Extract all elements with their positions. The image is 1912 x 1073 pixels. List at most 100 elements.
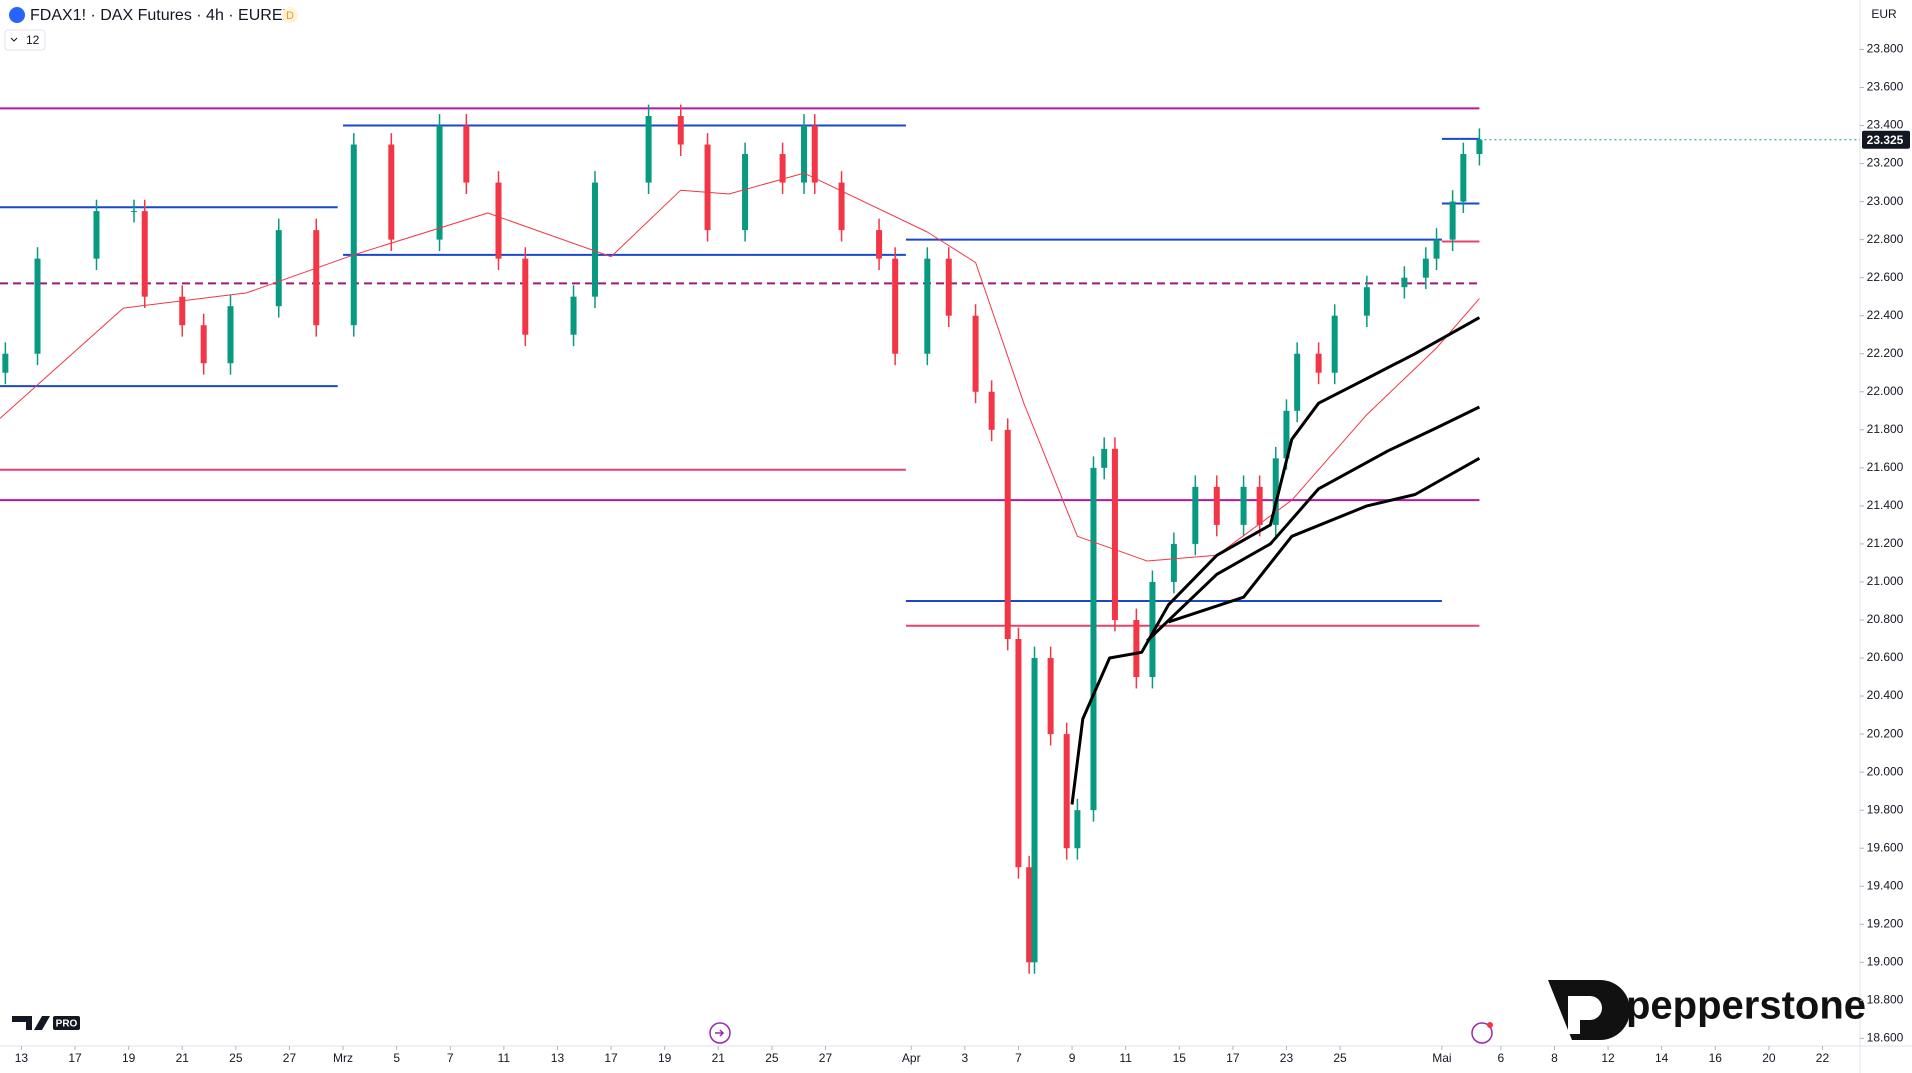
x-tick-label: 12 xyxy=(1601,1051,1615,1065)
x-tick-label: 11 xyxy=(498,1051,511,1065)
x-tick-label: 17 xyxy=(1226,1051,1240,1065)
candle-body xyxy=(179,296,186,326)
candle-body xyxy=(570,296,577,335)
candle-body xyxy=(1240,486,1247,525)
indicator-line xyxy=(1168,456,1481,624)
x-tick-label: 17 xyxy=(68,1051,82,1065)
candle-body xyxy=(972,315,979,392)
y-tick-label: 18.800 xyxy=(1867,993,1904,1007)
y-tick-label: 19.400 xyxy=(1867,878,1904,892)
y-tick-label: 19.600 xyxy=(1867,840,1904,854)
symbol-icon[interactable] xyxy=(9,7,25,23)
interval-badge: D xyxy=(286,10,294,22)
x-tick-label: Mrz xyxy=(333,1051,353,1065)
y-tick-label: 21.400 xyxy=(1867,498,1904,512)
y-tick-label: 19.800 xyxy=(1867,802,1904,816)
candle-body xyxy=(1074,810,1081,849)
y-tick-label: 19.200 xyxy=(1867,916,1904,930)
candle-body xyxy=(34,258,41,354)
candle-body xyxy=(1476,139,1483,155)
x-tick-label: 7 xyxy=(447,1051,454,1065)
candle-body xyxy=(1401,277,1408,288)
x-tick-label: 16 xyxy=(1709,1051,1723,1065)
candle-body xyxy=(522,258,529,335)
alert-icon[interactable] xyxy=(1471,1022,1493,1044)
candle-body xyxy=(1101,448,1108,468)
y-tick-label: 22.200 xyxy=(1867,346,1904,360)
candle-body xyxy=(313,230,320,326)
candle-body xyxy=(1192,486,1199,544)
candle-body xyxy=(227,306,234,364)
y-tick-label: 23.000 xyxy=(1867,194,1904,208)
candle-body xyxy=(436,125,443,240)
candle-body xyxy=(945,258,952,316)
symbol-title[interactable]: FDAX1! · DAX Futures · 4h · EUREX xyxy=(30,7,294,24)
y-tick-label: 21.200 xyxy=(1867,536,1904,550)
tv-mark xyxy=(12,1016,50,1030)
indicator-count[interactable]: 12 xyxy=(26,33,40,47)
watermark-p xyxy=(1568,996,1602,1034)
x-tick-label: 25 xyxy=(765,1051,779,1065)
x-tick-label: 25 xyxy=(229,1051,243,1065)
candle-body xyxy=(1149,581,1156,678)
candle-body xyxy=(1449,201,1456,240)
y-tick-label: 20.400 xyxy=(1867,688,1904,702)
badge-circle xyxy=(282,7,298,23)
candle-body xyxy=(1213,486,1220,525)
candle-body xyxy=(1256,486,1263,525)
replay-arrow xyxy=(715,1029,725,1037)
candle-body xyxy=(1331,315,1338,373)
indicator-toggle[interactable] xyxy=(4,29,46,51)
y-tick-label: 21.600 xyxy=(1867,460,1904,474)
x-tick-label: 3 xyxy=(961,1051,968,1065)
candle-body xyxy=(677,116,684,145)
candle-body xyxy=(200,325,207,364)
watermark-text: pepperstone xyxy=(1626,984,1866,1028)
replay-icon[interactable] xyxy=(709,1022,731,1044)
x-tick-label: 25 xyxy=(1333,1051,1347,1065)
candle-body xyxy=(495,182,502,259)
candle-body xyxy=(1111,448,1118,620)
candle-body xyxy=(779,154,786,183)
y-tick-label: 22.600 xyxy=(1867,270,1904,284)
indicator-line xyxy=(1070,316,1481,805)
y-tick-label: 23.600 xyxy=(1867,80,1904,94)
x-tick-label: 21 xyxy=(712,1051,726,1065)
y-tick-label: 23.200 xyxy=(1867,156,1904,170)
x-tick-label: 13 xyxy=(15,1051,29,1065)
candle-body xyxy=(350,144,357,326)
candle-body xyxy=(1004,429,1011,640)
x-tick-label: Mai xyxy=(1432,1051,1451,1065)
pro-box xyxy=(53,1016,80,1030)
x-tick-label: 23 xyxy=(1280,1051,1294,1065)
candle-body xyxy=(1170,543,1177,582)
y-tick-label: 22.400 xyxy=(1867,308,1904,322)
x-tick-label: 20 xyxy=(1762,1051,1776,1065)
y-tick-label: 20.000 xyxy=(1867,764,1904,778)
last-price-label: 23.325 xyxy=(1867,133,1904,147)
y-tick-label: 20.800 xyxy=(1867,612,1904,626)
candle-body xyxy=(275,230,282,307)
candle-body xyxy=(704,144,711,231)
candle-body xyxy=(93,211,100,259)
x-tick-label: 15 xyxy=(1173,1051,1187,1065)
candle-body xyxy=(1272,458,1279,525)
pro-text: PRO xyxy=(56,1019,78,1030)
x-tick-label: 8 xyxy=(1551,1051,1558,1065)
x-tick-label: 27 xyxy=(819,1051,833,1065)
x-tick-label: 7 xyxy=(1015,1051,1022,1065)
candle-body xyxy=(591,182,598,297)
x-tick-label: 27 xyxy=(283,1051,297,1065)
candle-body xyxy=(388,144,395,240)
x-tick-label: 21 xyxy=(176,1051,190,1065)
currency[interactable]: EUR xyxy=(1871,7,1897,21)
y-tick-label: 21.000 xyxy=(1867,574,1904,588)
candle-body xyxy=(463,125,470,183)
candle-body xyxy=(838,182,845,231)
candle-body xyxy=(801,125,808,183)
candle-body xyxy=(811,125,818,183)
candle-body xyxy=(645,116,652,183)
candle-body xyxy=(924,258,931,354)
candle-body xyxy=(988,391,995,430)
